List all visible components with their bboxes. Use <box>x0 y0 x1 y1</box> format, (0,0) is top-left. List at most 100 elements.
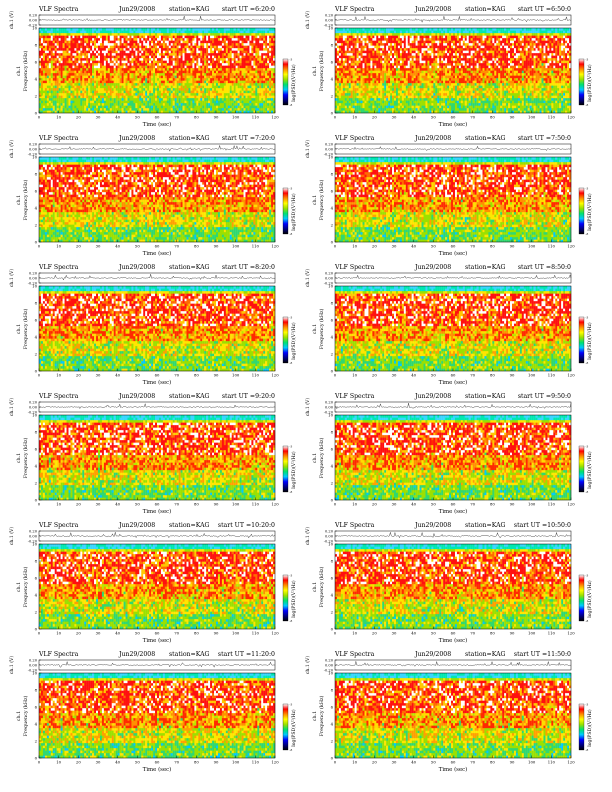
spectrogram-cell <box>39 40 42 44</box>
spectrogram-cell <box>253 28 256 31</box>
spectrogram-cell <box>358 75 361 79</box>
spectrogram-cell <box>360 95 363 99</box>
spectrogram-cell <box>98 45 101 49</box>
spectrogram-cell <box>249 103 252 106</box>
spectrogram-cell <box>82 90 85 94</box>
spectrogram-cell <box>90 95 93 99</box>
spectrogram-cell <box>141 100 144 104</box>
spectrogram-cell <box>119 73 122 76</box>
spectrogram-cell <box>229 95 232 99</box>
spectrogram-cell <box>101 40 105 44</box>
spectrogram-cell <box>257 88 260 91</box>
spectrogram-cell <box>48 100 51 104</box>
spectrogram-cell <box>107 85 110 89</box>
spectrogram-cell <box>125 63 128 66</box>
spectrogram-cell <box>56 50 59 54</box>
spectrogram-cell <box>370 53 373 56</box>
spectrogram-cell <box>168 95 171 99</box>
spectrogram-cell <box>46 58 49 61</box>
spectrogram-cell <box>354 98 357 101</box>
spectrogram-cell <box>273 58 276 61</box>
spectrogram-cell <box>162 73 166 76</box>
spectrogram-cell <box>143 100 146 104</box>
spectrogram-cell <box>348 90 351 94</box>
spectrogram-cell <box>269 70 272 74</box>
spectrogram-cell <box>115 85 118 89</box>
spectrogram-cell <box>115 110 118 114</box>
spectrogram-cell <box>155 58 158 61</box>
spectrogram-cell <box>92 60 95 64</box>
spectrogram-cell <box>105 33 108 36</box>
spectrogram-cell <box>243 28 246 31</box>
spectrogram-cell <box>174 93 177 96</box>
spectrogram-cell <box>115 95 118 99</box>
spectrogram-cell <box>168 110 171 114</box>
spectrogram-cell <box>76 103 79 106</box>
spectrogram-cell <box>217 88 221 91</box>
spectrogram-cell <box>196 65 199 69</box>
spectrogram-cell <box>356 28 359 31</box>
spectrogram-cell <box>121 35 124 39</box>
spectrogram-cell <box>170 68 173 71</box>
spectrogram-cell <box>88 108 91 111</box>
spectrogram-cell <box>335 35 338 39</box>
spectrogram-cell <box>117 30 120 34</box>
spectrogram-cell <box>336 48 340 51</box>
spectrogram-cell <box>186 88 189 91</box>
spectrogram-cell <box>62 75 65 79</box>
spectrogram-cell <box>225 68 228 71</box>
spectrogram-cell <box>257 90 260 94</box>
spectrogram-cell <box>378 75 381 79</box>
spectrogram-cell <box>42 95 46 99</box>
spectrogram-cell <box>221 110 225 114</box>
spectrogram-cell <box>255 68 258 71</box>
spectrogram-cell <box>380 40 383 44</box>
spectrogram-cell <box>46 38 49 41</box>
spectrogram-cell <box>180 30 183 34</box>
spectrogram-cell <box>350 85 353 89</box>
spectrogram-cell <box>64 53 67 56</box>
spectrogram-cell <box>127 85 130 89</box>
spectrogram-cell <box>178 83 181 86</box>
spectrogram-cell <box>184 75 187 79</box>
spectrogram-cell <box>162 70 166 74</box>
spectrogram-cell <box>255 103 258 106</box>
spectrogram-cell <box>245 95 248 99</box>
spectrogram-cell <box>198 85 201 89</box>
spectrogram-cell <box>123 75 126 79</box>
spectrogram-cell <box>131 43 134 46</box>
spectrogram-cell <box>168 58 171 61</box>
spectrogram-cell <box>273 28 276 31</box>
spectrogram-cell <box>227 65 230 69</box>
spectrogram-cell <box>107 83 110 86</box>
spectrogram-cell <box>98 108 101 111</box>
spectrogram-cell <box>107 60 110 64</box>
spectrogram-cell <box>141 80 144 84</box>
spectrogram-cell <box>135 98 138 101</box>
spectrogram-cell <box>374 70 377 74</box>
spectrogram-cell <box>247 30 250 34</box>
spectrogram-cell <box>133 45 136 49</box>
spectrogram-cell <box>155 100 158 104</box>
spectrogram-cell <box>378 58 381 61</box>
spectrogram-cell <box>340 28 344 31</box>
spectrogram-cell <box>123 88 126 91</box>
spectrogram-cell <box>239 80 242 84</box>
spectrogram-cell <box>151 105 154 109</box>
spectrogram-cell <box>68 80 71 84</box>
spectrogram-cell <box>210 43 213 46</box>
spectrogram-cell <box>261 45 264 49</box>
spectrogram-cell <box>370 98 373 101</box>
spectrogram-cell <box>247 33 250 36</box>
spectrogram-cell <box>127 95 130 99</box>
spectrogram-cell <box>231 30 234 34</box>
spectrogram-cell <box>338 43 342 46</box>
spectrogram-cell <box>229 75 232 79</box>
spectrogram-cell <box>162 53 166 56</box>
spectrogram-cell <box>119 45 122 49</box>
spectrogram-cell <box>255 60 258 64</box>
spectrogram-cell <box>94 38 97 41</box>
spectrogram-cell <box>184 78 187 81</box>
spectrogram-cell <box>170 45 173 49</box>
spectrogram-cell <box>107 110 110 114</box>
